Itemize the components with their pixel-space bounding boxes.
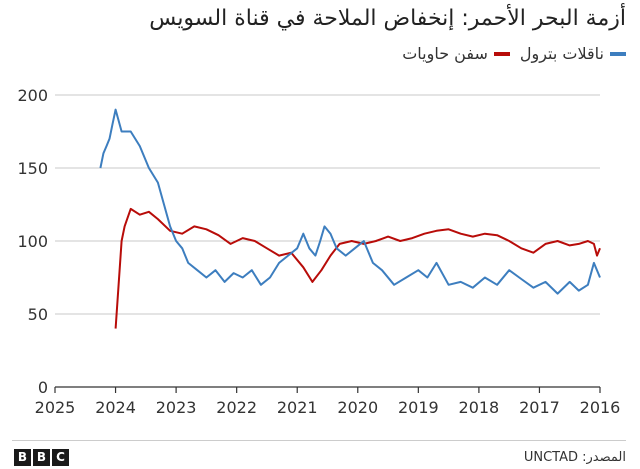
x-tick-label: 2021 (277, 398, 318, 417)
x-tick-label: 2018 (459, 398, 500, 417)
legend-item-tankers: ناقلات بترول (520, 44, 626, 63)
legend-swatch-containers (493, 51, 510, 56)
x-tick-label: 2022 (216, 398, 257, 417)
x-tick-label: 2016 (580, 398, 621, 417)
x-tick-label: 2019 (398, 398, 439, 417)
bbc-logo: B B C (14, 449, 69, 466)
x-axis: 2025 2024 2023 2022 2021 2020 2019 2018 2017 2016 (35, 386, 621, 417)
x-tick-label: 2023 (156, 398, 197, 417)
y-tick-label: 100 (17, 232, 48, 251)
y-tick-label: 0 (38, 378, 48, 397)
chart-title: أزمة البحر الأحمر: إنخفاض الملاحة في قنا… (149, 6, 626, 31)
y-tick-label: 200 (17, 86, 48, 105)
legend-label-containers: سفن حاويات (402, 44, 488, 63)
chart-series (99, 108, 601, 329)
x-tick-label: 2017 (519, 398, 560, 417)
y-axis: 0 50 100 150 200 (17, 86, 48, 397)
x-tick-label: 2025 (35, 398, 76, 417)
chart-grid (55, 94, 600, 315)
x-tick-label: 2020 (337, 398, 378, 417)
chart-legend: ناقلات بترول سفن حاويات (402, 44, 626, 63)
legend-swatch-tankers (610, 51, 626, 56)
legend-label-tankers: ناقلات بترول (519, 44, 604, 63)
footer-divider (12, 440, 626, 441)
y-tick-label: 150 (17, 159, 48, 178)
x-tick-label: 2024 (95, 398, 136, 417)
y-tick-label: 50 (28, 305, 48, 324)
source-credit: المصدر: UNCTAD (523, 450, 626, 465)
series-line-containers (114, 207, 601, 329)
legend-item-containers: سفن حاويات (402, 44, 510, 63)
series-line-tankers (99, 108, 601, 295)
